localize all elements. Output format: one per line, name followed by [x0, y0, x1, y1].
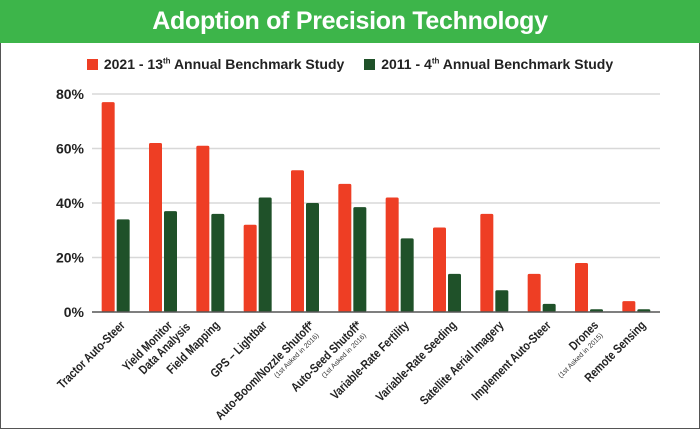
y-tick-label: 60%	[56, 141, 85, 157]
bar-2021	[480, 213, 494, 312]
bar-2011	[116, 219, 130, 312]
legend-item-2021: 2021 - 13th Annual Benchmark Study	[86, 56, 345, 72]
bar-2021	[196, 145, 210, 312]
bar-2021	[291, 170, 304, 312]
bar-2021	[338, 183, 352, 312]
bar-2011	[306, 203, 319, 312]
x-tick-label: Tractor Auto-Steer	[55, 319, 128, 392]
x-tick-label-group: Implement Auto-Steer	[470, 319, 555, 404]
bar-2021	[527, 273, 541, 312]
bar-2011	[448, 273, 461, 312]
bar-2021	[385, 197, 399, 312]
bar-2011	[400, 238, 414, 312]
bar-2011	[164, 211, 177, 312]
bar-2021	[243, 224, 257, 312]
y-tick-label: 20%	[56, 250, 85, 266]
bar-2021	[149, 143, 162, 312]
y-tick-label: 0%	[64, 304, 85, 320]
x-tick-label-group: Satellite Aerial Imagery	[418, 319, 507, 408]
y-tick-label: 80%	[56, 86, 85, 102]
bar-2021	[433, 227, 446, 312]
x-tick-label: Implement Auto-Steer	[470, 319, 555, 404]
bar-2011	[258, 197, 272, 312]
bar-2011	[495, 290, 509, 312]
bar-2011	[542, 303, 556, 312]
legend-item-2011: 2011 - 4th Annual Benchmark Study	[364, 56, 613, 72]
legend-swatch-2021	[86, 58, 98, 70]
bar-2011	[353, 207, 367, 312]
x-tick-label-group: Variable-Rate Seeding	[374, 319, 459, 404]
legend-label-2021: 2021 - 13th Annual Benchmark Study	[103, 56, 345, 72]
x-tick-label: Variable-Rate Seeding	[374, 319, 459, 404]
bar-2021	[101, 102, 115, 312]
bar-2011	[211, 213, 225, 312]
x-tick-label-group: Tractor Auto-Steer	[55, 319, 128, 392]
x-tick-label: Satellite Aerial Imagery	[418, 319, 507, 408]
bar-2021	[622, 301, 636, 312]
y-tick-label: 40%	[56, 195, 85, 211]
legend-label-2011: 2011 - 4th Annual Benchmark Study	[381, 56, 614, 72]
x-tick-label: Auto-Boom/Nozzle Shutoff*	[214, 319, 318, 423]
bar-2021	[575, 262, 588, 312]
legend-swatch-2011	[364, 58, 376, 70]
legend: 2021 - 13th Annual Benchmark Study 2011 …	[0, 56, 700, 73]
chart-title: Adoption of Precision Technology	[0, 0, 700, 43]
